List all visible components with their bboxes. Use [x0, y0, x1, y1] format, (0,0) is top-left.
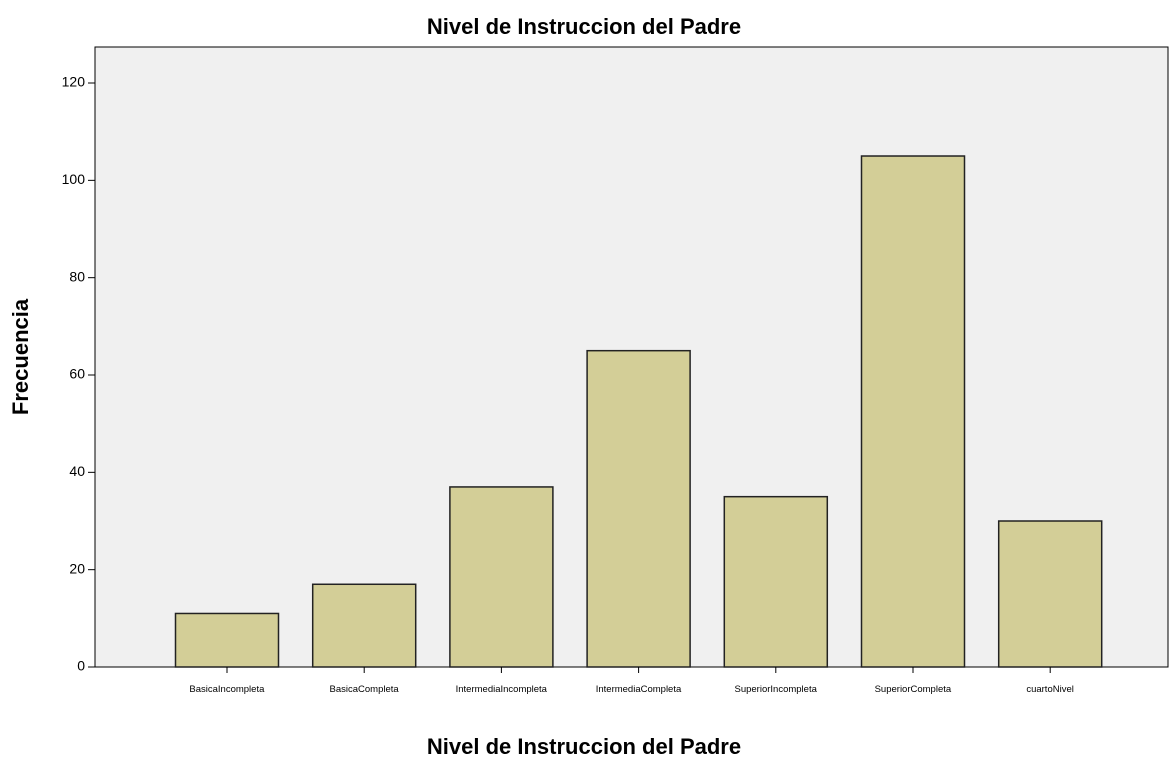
- bar: [997, 520, 1103, 668]
- y-axis-label: Frecuencia: [8, 298, 33, 415]
- y-tick-label: 60: [69, 366, 85, 382]
- x-tick-label: SuperiorIncompleta: [734, 684, 817, 695]
- x-tick-label: IntermediaIncompleta: [455, 684, 547, 695]
- y-tick-label: 40: [69, 463, 85, 479]
- y-tick-label: 120: [62, 74, 86, 90]
- y-tick-label: 80: [69, 268, 85, 284]
- y-tick-label: 20: [69, 560, 85, 576]
- y-tick-label: 100: [62, 171, 86, 187]
- x-tick-label: SuperiorCompleta: [874, 684, 952, 695]
- chart-title: Nivel de Instruccion del Padre: [427, 14, 741, 39]
- bar: [723, 495, 829, 668]
- bar: [860, 155, 966, 668]
- x-tick-label: cuartoNivel: [1026, 684, 1074, 695]
- bar: [586, 349, 691, 668]
- x-axis-label: Nivel de Instruccion del Padre: [427, 734, 741, 759]
- bar: [449, 486, 554, 668]
- y-tick-label: 0: [77, 658, 85, 674]
- bar: [311, 583, 417, 668]
- x-tick-label: BasicaIncompleta: [189, 684, 265, 695]
- x-tick-label: IntermediaCompleta: [595, 684, 682, 695]
- x-tick-label: BasicaCompleta: [329, 684, 399, 695]
- bar: [174, 612, 280, 668]
